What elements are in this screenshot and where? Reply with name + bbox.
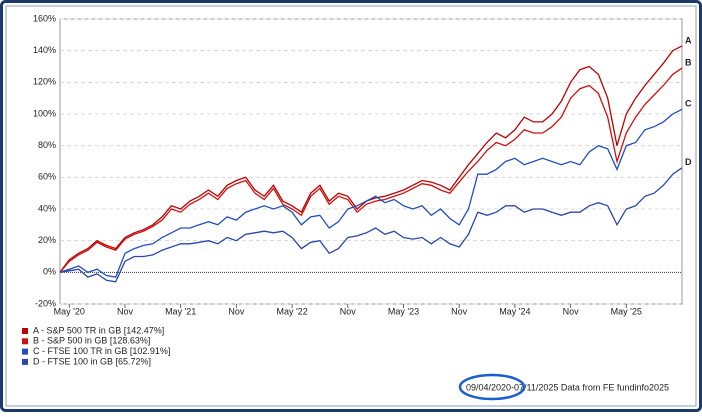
end-label: A: [685, 35, 692, 45]
y-tick-label: 100%: [33, 108, 56, 118]
x-tick-label: Nov: [451, 306, 468, 316]
legend-swatch: [22, 348, 28, 355]
legend-label: A - S&P 500 TR in GB [142.47%]: [33, 325, 164, 335]
y-tick-label: 60%: [38, 172, 56, 182]
footer: 09/04/2020-07/11/2025 Data from FE fundi…: [466, 382, 669, 392]
legend-swatch: [22, 338, 28, 345]
y-tick-label: 120%: [33, 77, 56, 87]
x-tick-label: May '23: [388, 306, 419, 316]
y-tick-label: 20%: [38, 235, 56, 245]
x-tick-label: Nov: [117, 306, 134, 316]
x-tick-label: May '22: [276, 306, 307, 316]
series-line: [59, 167, 683, 283]
y-tick-label: 80%: [38, 140, 56, 150]
legend-label: B - S&P 500 in GB [128.63%]: [33, 336, 150, 346]
y-tick-label: -20%: [35, 298, 56, 308]
x-tick-label: Nov: [340, 306, 357, 316]
y-tick-label: 140%: [33, 45, 56, 55]
series-line: [59, 67, 683, 273]
x-tick-label: May '24: [499, 306, 530, 316]
legend-label: C - FTSE 100 TR in GB [102.91%]: [33, 346, 170, 356]
x-tick-label: Nov: [228, 306, 245, 316]
series-line: [59, 45, 683, 273]
y-tick-label: 40%: [38, 203, 56, 213]
legend-swatch: [22, 328, 28, 334]
legend-label: D - FTSE 100 in GB [65.72%]: [33, 356, 151, 366]
plot-area: [59, 18, 683, 305]
series-line: [59, 108, 683, 278]
legend-swatch: [22, 358, 28, 365]
x-tick-label: May '25: [611, 306, 642, 316]
end-label: B: [685, 57, 692, 67]
hand-circle: [458, 373, 526, 401]
y-tick-label: 0%: [43, 267, 56, 277]
end-label: D: [685, 157, 692, 167]
end-label: C: [685, 99, 692, 109]
x-tick-label: May '20: [54, 306, 85, 316]
inner-frame: [5, 5, 697, 407]
y-tick-label: 160%: [33, 13, 56, 23]
x-tick-label: Nov: [563, 306, 580, 316]
x-tick-label: May '21: [165, 306, 196, 316]
